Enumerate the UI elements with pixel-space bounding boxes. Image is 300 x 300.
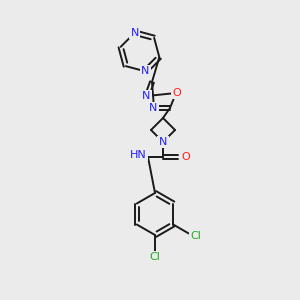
Text: N: N <box>149 103 157 113</box>
Text: N: N <box>159 137 167 147</box>
Text: O: O <box>182 152 190 162</box>
Text: Cl: Cl <box>150 252 160 262</box>
Text: HN: HN <box>130 150 146 160</box>
Text: N: N <box>141 66 149 76</box>
Text: O: O <box>172 88 182 98</box>
Text: N: N <box>142 91 150 101</box>
Text: Cl: Cl <box>190 230 201 241</box>
Text: N: N <box>130 28 139 38</box>
